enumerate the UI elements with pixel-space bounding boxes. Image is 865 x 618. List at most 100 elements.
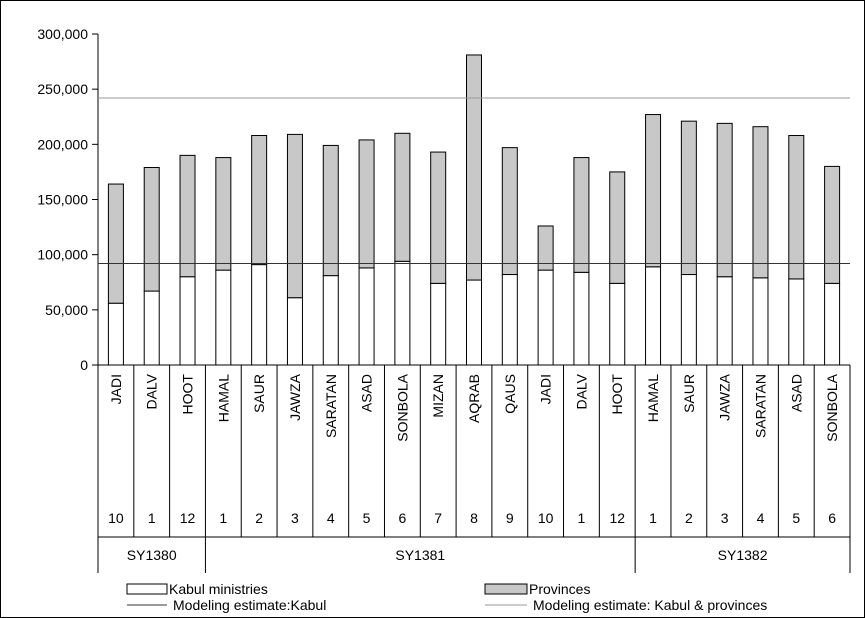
bar-kabul-ministries: [251, 264, 268, 366]
bar-kabul-ministries: [824, 282, 841, 366]
bar-provinces: [824, 165, 841, 284]
category-label: SARATAN: [323, 374, 339, 438]
bar-kabul-ministries: [573, 271, 590, 366]
legend-swatch-provinces: [484, 583, 528, 595]
category-label: ASAD: [788, 374, 804, 412]
month-number-label: 12: [609, 510, 625, 526]
category-label: SONBOLA: [824, 373, 840, 441]
category-label: JAWZA: [717, 373, 733, 421]
month-number-label: 1: [148, 510, 156, 526]
y-tick-label: 150,000: [37, 192, 88, 208]
bars: [107, 54, 841, 366]
bar-provinces: [716, 122, 733, 278]
category-label: MIZAN: [430, 374, 446, 418]
bar-provinces: [680, 120, 697, 276]
reference-lines: [98, 97, 850, 264]
bar-kabul-ministries: [609, 282, 626, 366]
bar-provinces: [215, 157, 232, 271]
category-label: DALV: [144, 373, 160, 409]
legend-label-provinces: Provinces: [529, 581, 590, 597]
category-label: QAUS: [502, 374, 518, 414]
y-tick-label: 300,000: [37, 26, 88, 42]
month-number-label: 10: [538, 510, 554, 526]
bar-kabul-ministries: [466, 279, 482, 366]
y-tick-label: 100,000: [37, 247, 88, 263]
category-label: SAUR: [251, 374, 267, 413]
legend-label-modeling-estimate-kabul-provinces: Modeling estimate: Kabul & provinces: [533, 597, 767, 613]
bar-kabul-ministries: [501, 274, 518, 366]
legend-label-kabul-ministries: Kabul ministries: [169, 581, 268, 597]
y-axis: 0 50,000 100,000 150,000 200,000 250,000 300,0…: [37, 26, 99, 373]
bar-kabul-ministries: [107, 302, 124, 366]
bar-provinces: [143, 167, 160, 292]
category-label: HAMAL: [645, 374, 661, 422]
month-number-label: 5: [792, 510, 800, 526]
bar-kabul-ministries: [537, 269, 554, 366]
month-number-label: 1: [578, 510, 586, 526]
bar-kabul-ministries: [179, 276, 196, 366]
month-number-label: 1: [649, 510, 657, 526]
x-axis: JADI10DALV1HOOT12HAMAL1SAUR2JAWZA3SARATA…: [97, 364, 851, 573]
month-number-label: 8: [470, 510, 478, 526]
bar-provinces: [322, 144, 339, 277]
bar-kabul-ministries: [394, 260, 411, 366]
category-label: JADI: [538, 374, 554, 404]
bar-kabul-ministries: [286, 297, 303, 366]
month-number-label: 4: [327, 510, 335, 526]
group-label: SY1382: [718, 547, 768, 563]
month-number-label: 2: [255, 510, 263, 526]
category-label: AQRAB: [466, 374, 482, 423]
bar-provinces: [466, 54, 482, 281]
group-label: SY1381: [395, 547, 445, 563]
y-tick-label: 200,000: [37, 136, 88, 152]
month-number-label: 4: [757, 510, 765, 526]
month-number-label: 9: [506, 510, 514, 526]
group-label: SY1380: [127, 547, 177, 563]
bar-kabul-ministries: [430, 282, 447, 366]
bar-kabul-ministries: [788, 278, 805, 366]
bar-kabul-ministries: [143, 290, 160, 366]
bar-provinces: [788, 135, 805, 280]
bar-kabul-ministries: [645, 266, 662, 366]
legend-label-modeling-estimate-kabul: Modeling estimate:Kabul: [173, 597, 326, 613]
category-label: HAMAL: [215, 374, 231, 422]
bar-provinces: [358, 139, 375, 269]
month-number-label: 2: [685, 510, 693, 526]
category-label: SONBOLA: [394, 373, 410, 441]
category-label: HOOT: [609, 374, 625, 415]
y-tick-label: 250,000: [37, 81, 88, 97]
bar-kabul-ministries: [752, 277, 769, 366]
month-number-label: 7: [434, 510, 442, 526]
bar-provinces: [430, 151, 447, 284]
category-label: JAWZA: [287, 373, 303, 421]
bar-kabul-ministries: [322, 275, 339, 366]
category-label: JADI: [108, 374, 124, 404]
category-label: DALV: [573, 373, 589, 409]
legend-swatch-kabul-ministries: [126, 583, 168, 595]
bar-provinces: [609, 171, 626, 284]
y-tick-label: 50,000: [45, 302, 88, 318]
month-number-label: 10: [108, 510, 124, 526]
month-number-label: 12: [180, 510, 196, 526]
bar-kabul-ministries: [358, 267, 375, 366]
bar-provinces: [286, 133, 303, 299]
bar-provinces: [573, 157, 590, 273]
bar-provinces: [394, 132, 411, 262]
bar-provinces: [251, 135, 268, 266]
bar-kabul-ministries: [716, 276, 733, 366]
bar-provinces: [501, 147, 518, 276]
category-label: SARATAN: [752, 374, 768, 438]
month-number-label: 5: [363, 510, 371, 526]
category-label: ASAD: [359, 374, 375, 412]
category-label: HOOT: [180, 374, 196, 415]
month-number-label: 1: [219, 510, 227, 526]
bar-kabul-ministries: [680, 274, 697, 366]
bar-provinces: [107, 183, 124, 304]
category-label: SAUR: [681, 374, 697, 413]
bar-kabul-ministries: [215, 269, 232, 366]
month-number-label: 3: [721, 510, 729, 526]
bar-provinces: [752, 126, 769, 279]
month-number-label: 6: [398, 510, 406, 526]
